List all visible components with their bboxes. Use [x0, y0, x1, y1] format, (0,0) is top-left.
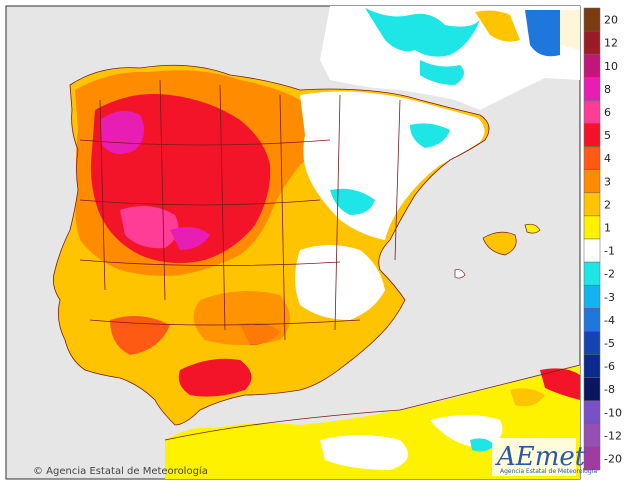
france-region	[320, 6, 580, 110]
legend-label: -4	[604, 314, 615, 327]
color-legend: 20 12 10 8 6 5 4 3 2 1 -1 -2 -3 -4 -5 -6 -8 -10 -12 -20	[583, 7, 622, 471]
legend-swatch	[583, 192, 601, 217]
logo-subtitle: Agencia Estatal de Meteorología	[500, 468, 597, 475]
balearic-islands	[454, 223, 541, 279]
legend-swatch	[583, 261, 601, 286]
legend-label: 8	[604, 83, 611, 96]
legend-swatch	[583, 446, 601, 471]
legend-label: 2	[604, 198, 611, 211]
legend-label: 5	[604, 129, 611, 142]
legend-swatch	[583, 423, 601, 448]
legend-swatch	[583, 169, 601, 194]
legend-label: -20	[604, 452, 622, 465]
legend-swatch	[583, 7, 601, 32]
legend-label: -6	[604, 360, 615, 373]
legend-swatch	[583, 100, 601, 124]
legend-swatch	[583, 238, 601, 263]
legend-swatch	[583, 284, 601, 309]
legend-label: 6	[604, 106, 611, 119]
north-africa	[165, 365, 580, 479]
legend-swatch	[583, 400, 601, 425]
logo-name: AEmet	[495, 442, 586, 472]
legend-swatch	[583, 30, 601, 55]
legend-swatch	[583, 308, 601, 332]
legend-label: -3	[604, 291, 615, 304]
legend-swatch	[583, 377, 601, 401]
legend-swatch	[583, 331, 601, 355]
legend-label: -1	[604, 245, 615, 258]
aemet-logo: AEmet Agencia Estatal de Meteorología	[492, 438, 597, 476]
legend-swatch	[583, 354, 601, 378]
legend-swatch	[583, 215, 601, 240]
credit-line: © Agencia Estatal de Meteorología	[33, 465, 208, 477]
legend-label: 4	[604, 152, 611, 165]
province-borders	[52, 64, 581, 441]
legend-label: 20	[604, 14, 618, 27]
credit-text: © Agencia Estatal de Meteorología	[33, 465, 208, 477]
legend-label: 1	[604, 221, 611, 234]
legend-label: -12	[604, 429, 622, 442]
legend-label: -10	[604, 406, 622, 419]
legend-label: 10	[604, 60, 618, 73]
legend-swatch	[583, 77, 601, 101]
legend-label: -8	[604, 383, 615, 396]
legend-label: -5	[604, 337, 615, 350]
legend-label: 3	[604, 175, 611, 188]
iberian-peninsula	[53, 65, 489, 425]
legend-swatch	[583, 53, 601, 78]
legend-label: -2	[604, 268, 615, 281]
legend-swatch	[583, 123, 601, 147]
legend-swatch	[583, 146, 601, 170]
legend-label: 12	[604, 37, 618, 50]
